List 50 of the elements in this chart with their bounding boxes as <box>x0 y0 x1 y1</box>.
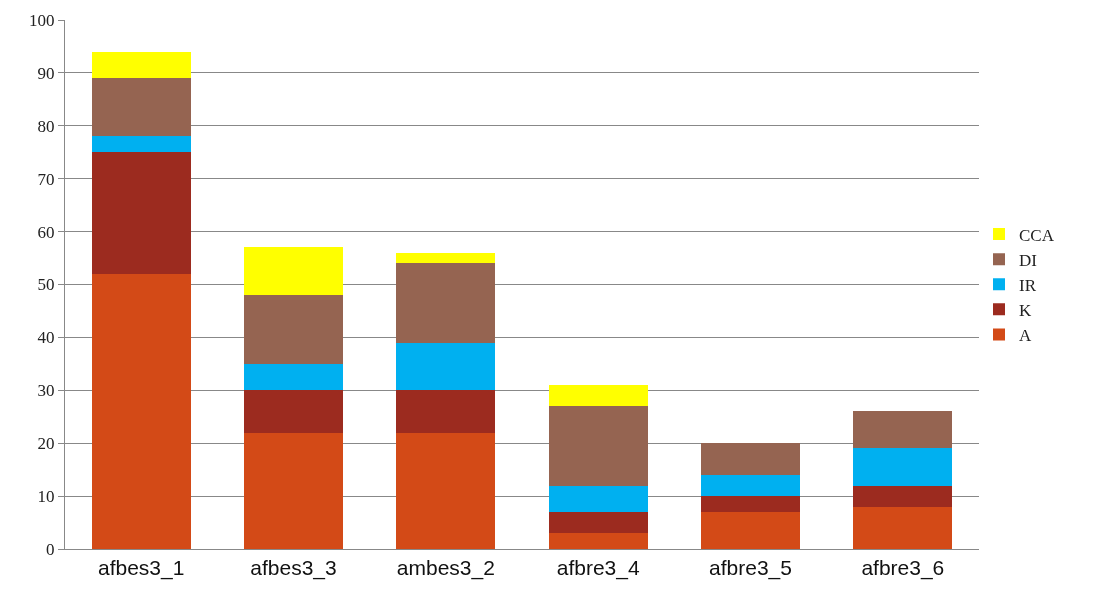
bar <box>91 78 191 137</box>
bar <box>243 363 344 391</box>
bar <box>548 485 648 512</box>
bar <box>548 385 648 407</box>
bar <box>396 252 496 264</box>
x-tick-label: afbre3_5 <box>709 556 792 581</box>
bar <box>396 390 496 433</box>
bar <box>243 247 344 296</box>
bar <box>396 342 496 391</box>
bar <box>853 411 953 449</box>
bar <box>243 295 344 364</box>
bar <box>548 511 648 534</box>
bar <box>853 506 953 549</box>
x-tick-label: afbre3_6 <box>861 556 945 581</box>
x-tick-label: afbre3_4 <box>556 556 640 581</box>
bar <box>700 511 801 549</box>
bar <box>91 136 191 153</box>
y-tick-label: 0 <box>46 539 55 559</box>
x-tick-label: afbes3_3 <box>250 556 337 581</box>
legend-label: CCA <box>1019 225 1055 245</box>
bar <box>243 432 344 549</box>
bar <box>243 390 344 433</box>
bar <box>853 448 953 486</box>
x-tick-label: afbes3_1 <box>97 556 185 581</box>
y-tick-label: 80 <box>37 116 55 136</box>
bar <box>91 51 191 79</box>
y-tick-label: 100 <box>29 10 55 30</box>
y-tick-label: 50 <box>37 275 55 295</box>
y-tick-label: 30 <box>37 381 55 401</box>
y-tick-label: 90 <box>37 63 55 83</box>
legend-label: IR <box>1019 275 1037 295</box>
y-tick-label: 70 <box>37 169 55 189</box>
y-tick-label: 40 <box>37 328 55 348</box>
legend-label: DI <box>1019 250 1038 270</box>
bar <box>548 406 648 486</box>
legend-label: K <box>1019 300 1032 320</box>
bar <box>396 263 496 343</box>
y-tick-label: 20 <box>37 434 55 454</box>
bar <box>700 496 801 512</box>
legend-label: A <box>1019 326 1032 346</box>
bar <box>700 474 801 497</box>
bar <box>853 485 953 507</box>
y-tick-label: 10 <box>37 487 55 507</box>
bar <box>548 533 648 549</box>
y-tick-label: 60 <box>37 222 55 242</box>
x-tick-label: ambes3_2 <box>396 556 495 581</box>
bar <box>700 443 801 475</box>
bar <box>91 273 191 549</box>
bar <box>396 432 496 549</box>
bar <box>91 152 191 274</box>
